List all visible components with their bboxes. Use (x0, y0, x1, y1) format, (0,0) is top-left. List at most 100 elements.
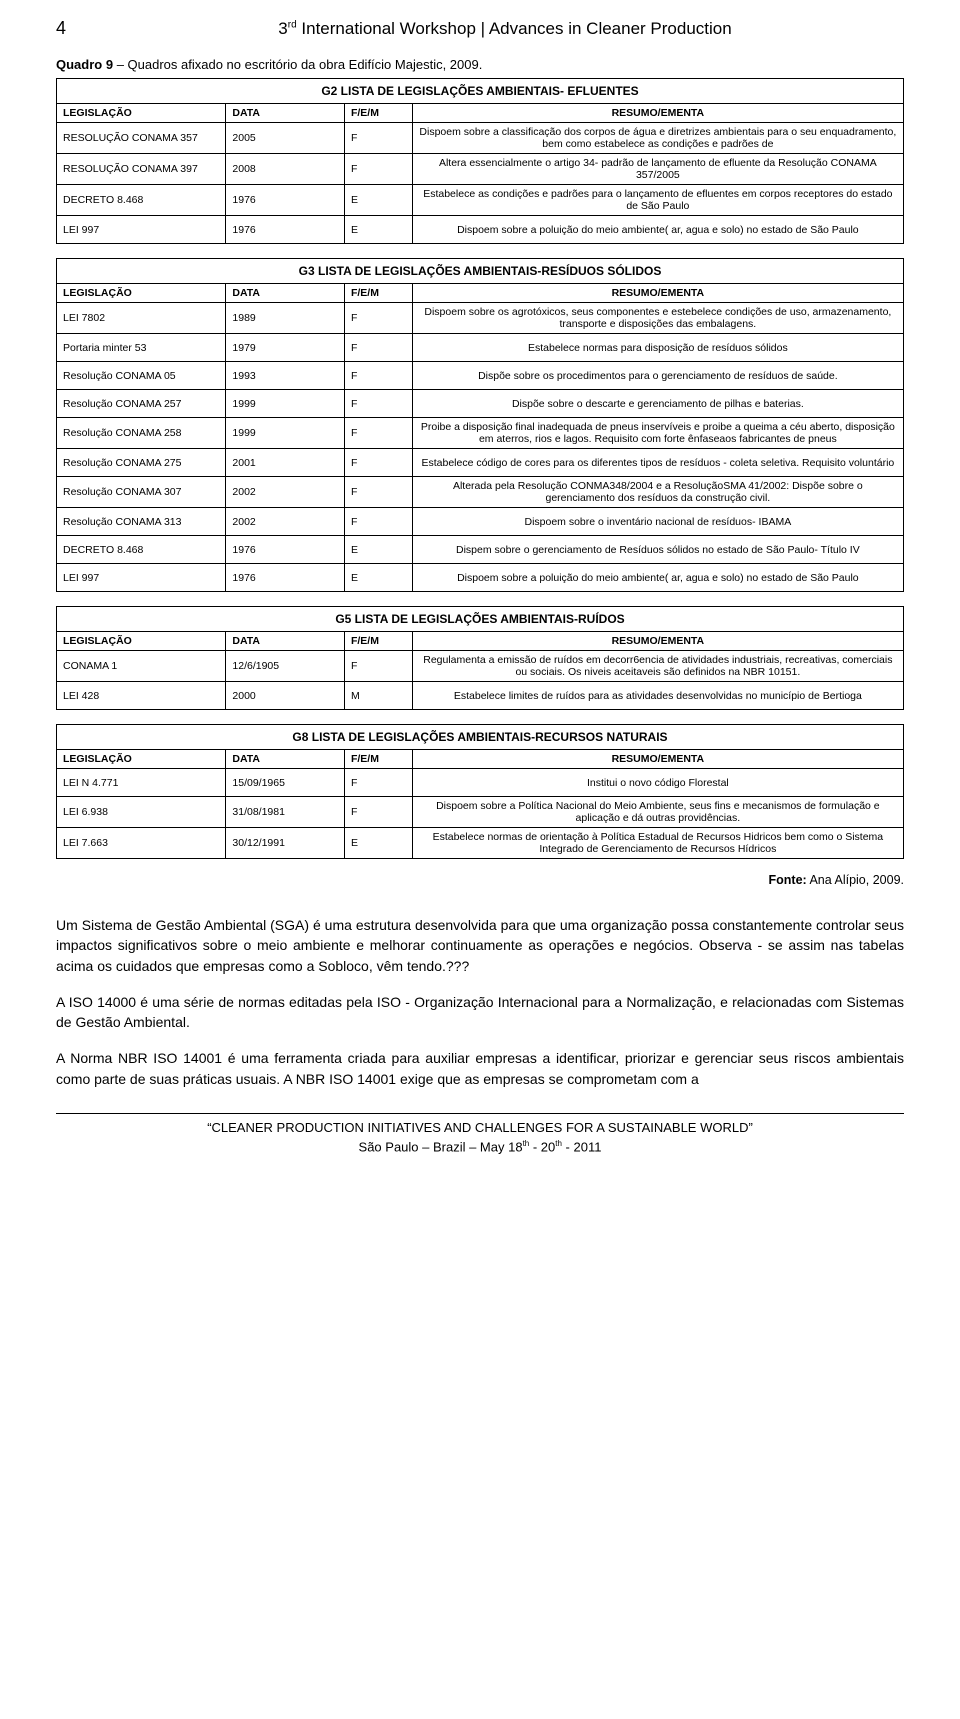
cell: RESOLUÇÃO CONAMA 397 (57, 154, 226, 185)
cell: Proibe a disposição final inadequada de … (412, 418, 903, 449)
footer-line1: “CLEANER PRODUCTION INITIATIVES AND CHAL… (56, 1120, 904, 1135)
cell: 2000 (226, 682, 345, 710)
table-row: LEI 6.93831/08/1981FDispoem sobre a Polí… (57, 797, 904, 828)
cell: F (344, 334, 412, 362)
cell: CONAMA 1 (57, 651, 226, 682)
cell: 2008 (226, 154, 345, 185)
cell: Estabelece código de cores para os difer… (412, 449, 903, 477)
body-paragraph: A Norma NBR ISO 14001 é uma ferramenta c… (56, 1048, 904, 1089)
cell: 1976 (226, 536, 345, 564)
cell: LEI N 4.771 (57, 769, 226, 797)
body-paragraph: Um Sistema de Gestão Ambiental (SGA) é u… (56, 915, 904, 976)
cell: E (344, 564, 412, 592)
cell: Resolução CONAMA 258 (57, 418, 226, 449)
cell: F (344, 651, 412, 682)
legislation-table: G8 LISTA DE LEGISLAÇÕES AMBIENTAIS-RECUR… (56, 724, 904, 859)
table-row: Portaria minter 531979FEstabelece normas… (57, 334, 904, 362)
table-title: G8 LISTA DE LEGISLAÇÕES AMBIENTAIS-RECUR… (57, 725, 904, 750)
col-header: F/E/M (344, 104, 412, 123)
table-row: Resolução CONAMA 051993FDispõe sobre os … (57, 362, 904, 390)
table-row: Resolução CONAMA 2571999FDispõe sobre o … (57, 390, 904, 418)
cell: M (344, 682, 412, 710)
cell: Dispoem sobre o inventário nacional de r… (412, 508, 903, 536)
cell: Dispõe sobre o descarte e gerenciamento … (412, 390, 903, 418)
cell: E (344, 536, 412, 564)
col-header: RESUMO/EMENTA (412, 104, 903, 123)
col-header: F/E/M (344, 750, 412, 769)
col-header: LEGISLAÇÃO (57, 750, 226, 769)
cell: F (344, 769, 412, 797)
cell: 2002 (226, 508, 345, 536)
cell: Estabelece normas de orientação à Políti… (412, 828, 903, 859)
table-row: LEI 9971976EDispoem sobre a poluição do … (57, 216, 904, 244)
cell: LEI 428 (57, 682, 226, 710)
cell: F (344, 797, 412, 828)
col-header: RESUMO/EMENTA (412, 284, 903, 303)
page-footer: “CLEANER PRODUCTION INITIATIVES AND CHAL… (56, 1113, 904, 1154)
body-paragraph: A ISO 14000 é uma série de normas editad… (56, 992, 904, 1033)
table-row: LEI 4282000MEstabelece limites de ruídos… (57, 682, 904, 710)
table-row: LEI 78021989FDispoem sobre os agrotóxico… (57, 303, 904, 334)
cell: Resolução CONAMA 313 (57, 508, 226, 536)
cell: Dispoem sobre a Política Nacional do Mei… (412, 797, 903, 828)
table-row: RESOLUÇÃO CONAMA 3972008FAltera essencia… (57, 154, 904, 185)
col-header: DATA (226, 284, 345, 303)
page-number: 4 (56, 18, 66, 39)
cell: F (344, 303, 412, 334)
legislation-table: G5 LISTA DE LEGISLAÇÕES AMBIENTAIS-RUÍDO… (56, 606, 904, 710)
cell: 1999 (226, 418, 345, 449)
table-row: DECRETO 8.4681976EDispem sobre o gerenci… (57, 536, 904, 564)
body-paragraphs: Um Sistema de Gestão Ambiental (SGA) é u… (56, 915, 904, 1089)
quadro-caption: Quadro 9 – Quadros afixado no escritório… (56, 57, 904, 72)
cell: DECRETO 8.468 (57, 536, 226, 564)
cell: Resolução CONAMA 257 (57, 390, 226, 418)
col-header: DATA (226, 104, 345, 123)
cell: 12/6/1905 (226, 651, 345, 682)
col-header: LEGISLAÇÃO (57, 284, 226, 303)
cell: 2005 (226, 123, 345, 154)
cell: 1989 (226, 303, 345, 334)
cell: 31/08/1981 (226, 797, 345, 828)
table-row: Resolução CONAMA 2752001FEstabelece códi… (57, 449, 904, 477)
cell: 15/09/1965 (226, 769, 345, 797)
cell: Dispoem sobre a poluição do meio ambient… (412, 564, 903, 592)
quadro-caption-rest: – Quadros afixado no escritório da obra … (113, 57, 482, 72)
cell: LEI 997 (57, 564, 226, 592)
table-row: DECRETO 8.4681976EEstabelece as condiçõe… (57, 185, 904, 216)
fonte-text: Ana Alípio, 2009. (807, 873, 904, 887)
cell: F (344, 477, 412, 508)
cell: 1993 (226, 362, 345, 390)
cell: 1979 (226, 334, 345, 362)
table-row: LEI N 4.77115/09/1965FInstitui o novo có… (57, 769, 904, 797)
cell: F (344, 362, 412, 390)
col-header: F/E/M (344, 284, 412, 303)
cell: F (344, 449, 412, 477)
cell: E (344, 216, 412, 244)
legislation-table: G2 LISTA DE LEGISLAÇÕES AMBIENTAIS- EFLU… (56, 78, 904, 244)
cell: Alterada pela Resolução CONMA348/2004 e … (412, 477, 903, 508)
col-header: RESUMO/EMENTA (412, 632, 903, 651)
cell: F (344, 418, 412, 449)
cell: Dispem sobre o gerenciamento de Resíduos… (412, 536, 903, 564)
cell: F (344, 508, 412, 536)
cell: Dispoem sobre a poluição do meio ambient… (412, 216, 903, 244)
cell: 30/12/1991 (226, 828, 345, 859)
table-row: Resolução CONAMA 3132002FDispoem sobre o… (57, 508, 904, 536)
table-row: RESOLUÇÃO CONAMA 3572005FDispoem sobre a… (57, 123, 904, 154)
cell: Institui o novo código Florestal (412, 769, 903, 797)
col-header: F/E/M (344, 632, 412, 651)
cell: Portaria minter 53 (57, 334, 226, 362)
table-row: Resolução CONAMA 3072002FAlterada pela R… (57, 477, 904, 508)
header-title: 3rd International Workshop | Advances in… (106, 19, 904, 39)
cell: E (344, 185, 412, 216)
cell: Resolução CONAMA 307 (57, 477, 226, 508)
cell: Dispõe sobre os procedimentos para o ger… (412, 362, 903, 390)
cell: LEI 997 (57, 216, 226, 244)
cell: F (344, 123, 412, 154)
table-title: G2 LISTA DE LEGISLAÇÕES AMBIENTAIS- EFLU… (57, 79, 904, 104)
cell: 1999 (226, 390, 345, 418)
table-row: LEI 9971976EDispoem sobre a poluição do … (57, 564, 904, 592)
quadro-caption-bold: Quadro 9 (56, 57, 113, 72)
cell: F (344, 154, 412, 185)
table-title: G3 LISTA DE LEGISLAÇÕES AMBIENTAIS-RESÍD… (57, 259, 904, 284)
